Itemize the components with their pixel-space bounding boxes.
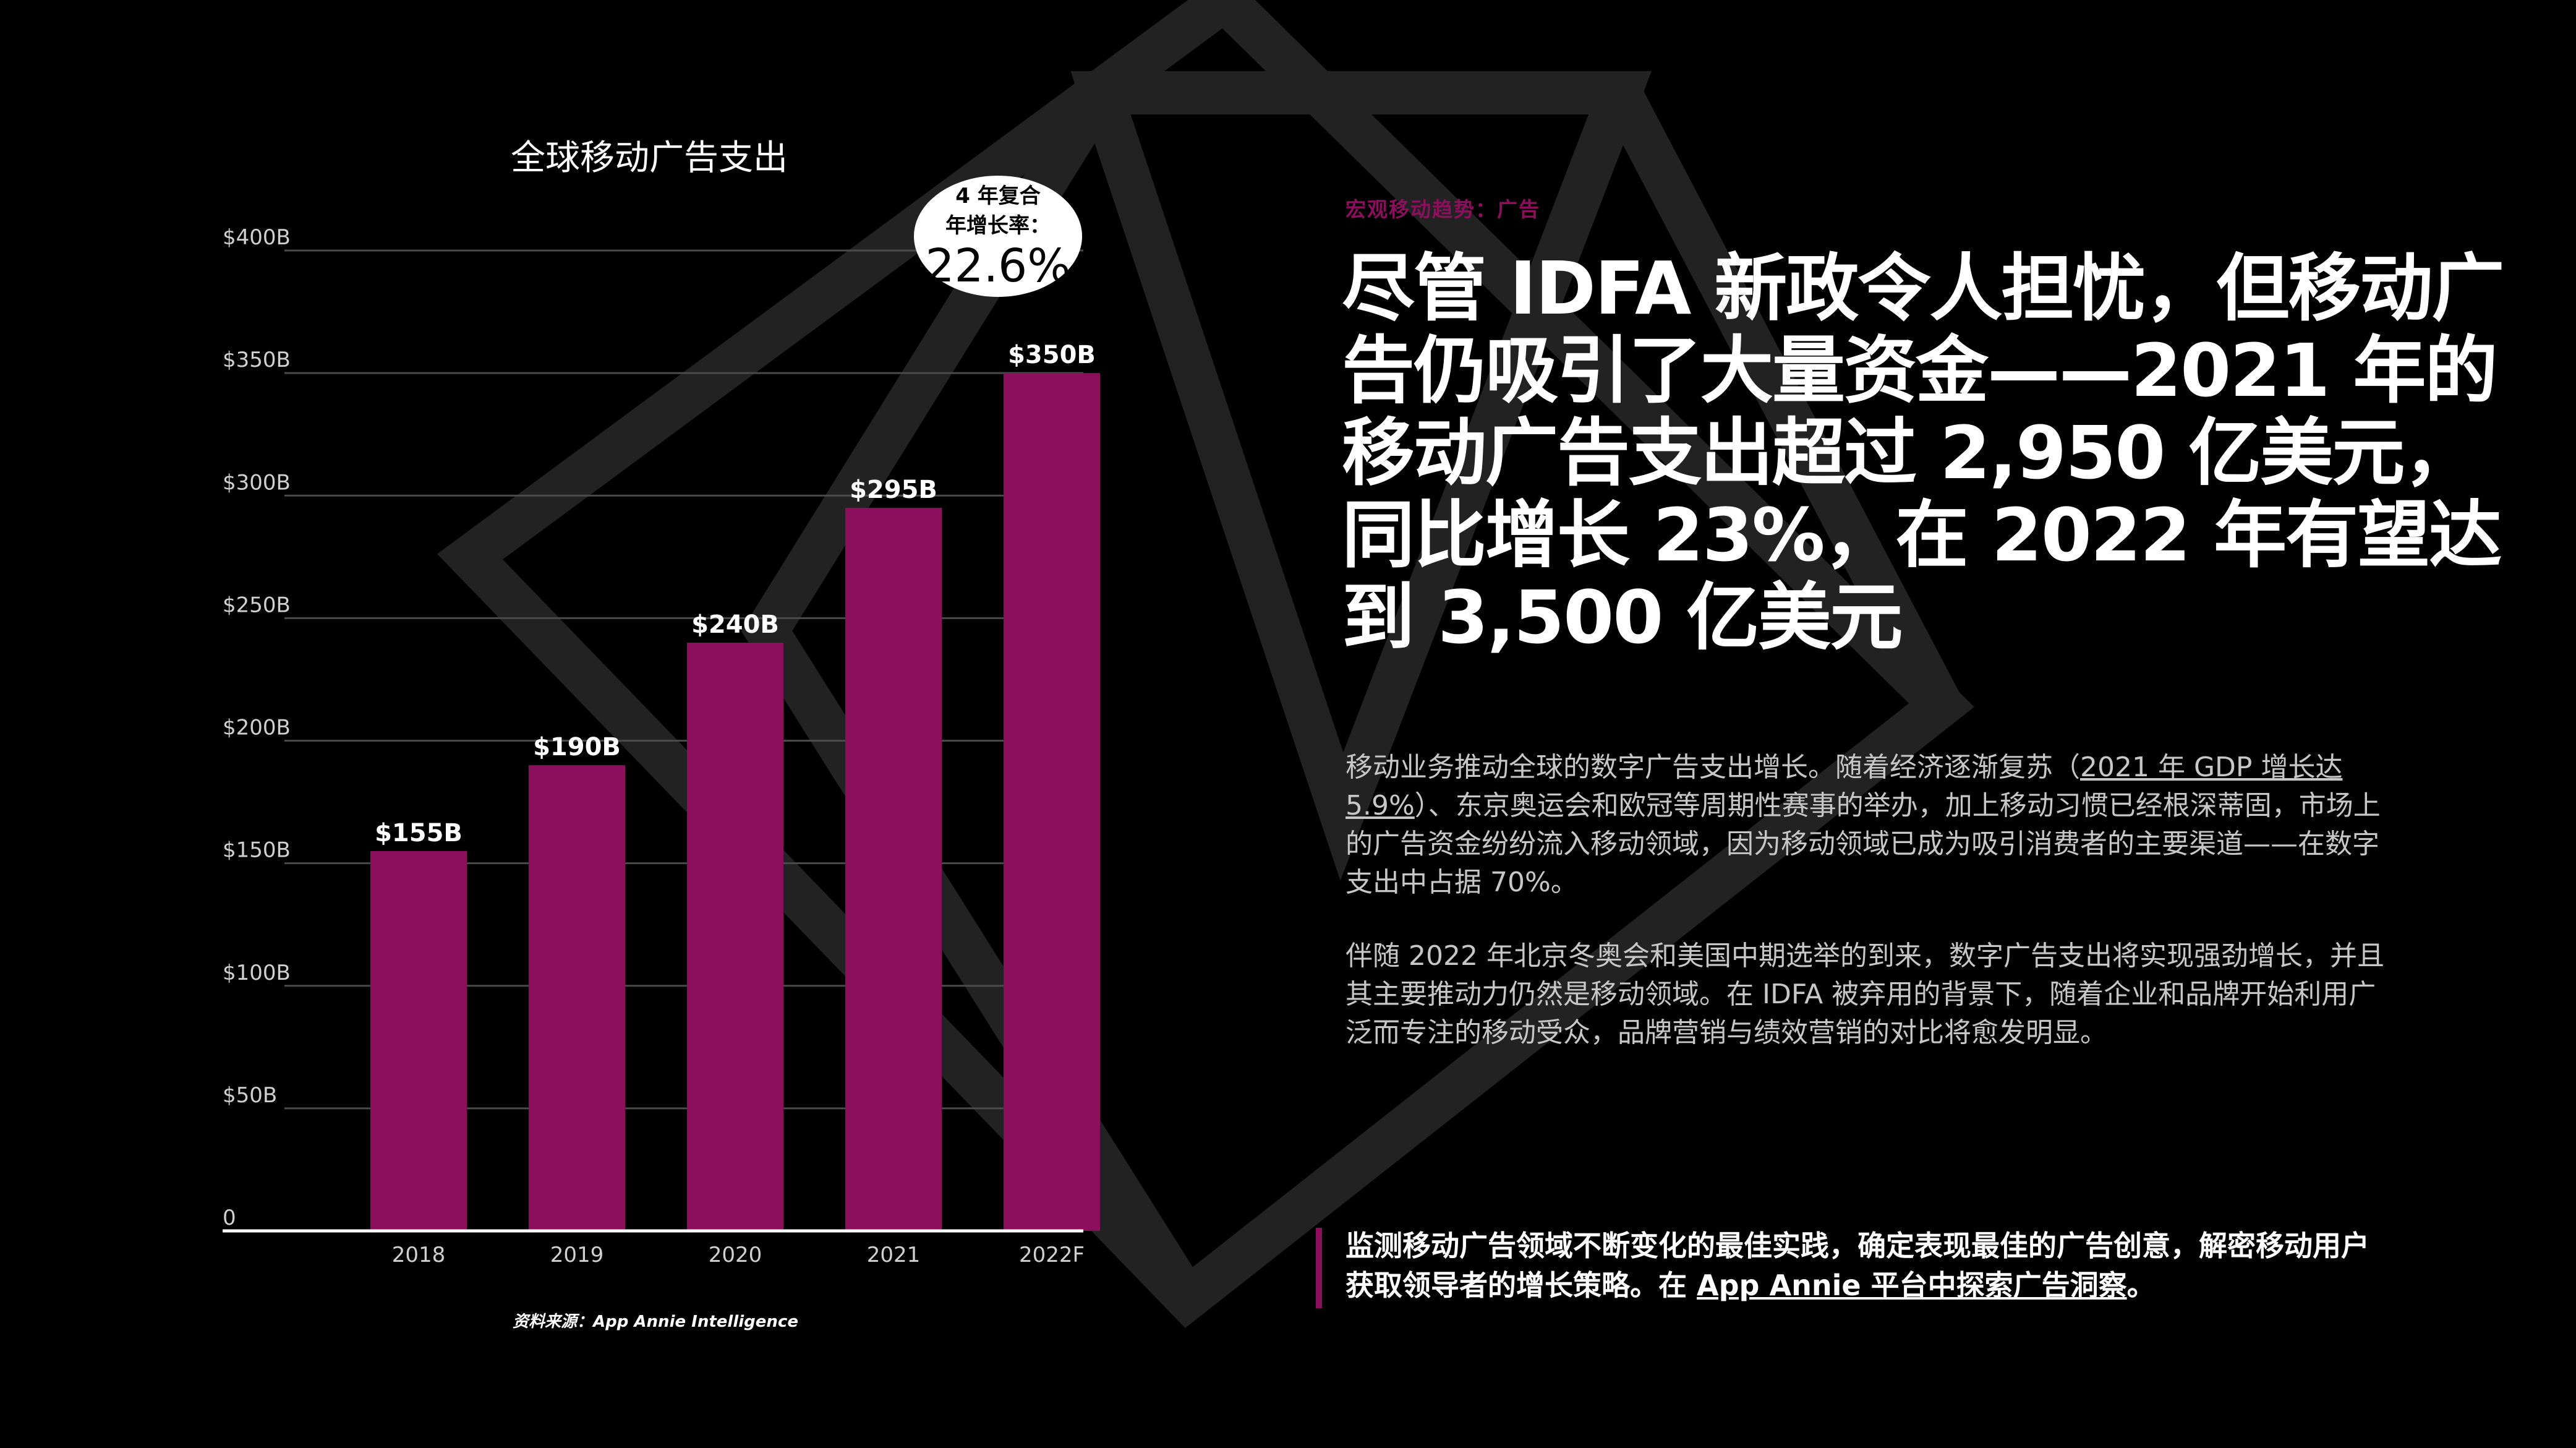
cagr-label-line2: 年增长率： [945,213,1051,238]
y-axis-tick-labels: 0 $50B $100B $150B $200B $250B $300B $350B $400B [223,225,291,1230]
bar-value-label: $350B [1008,341,1096,369]
x-tick-label: 2022F [1019,1243,1085,1267]
x-tick-label: 2019 [550,1243,604,1267]
y-tick-label: 0 [223,1206,236,1230]
x-tick-label: 2021 [867,1243,921,1267]
cta-end: 。 [2126,1269,2156,1302]
section-eyebrow: 宏观移动趋势：广告 [1346,197,1540,221]
y-tick-label: $300B [223,470,291,495]
x-tick-label: 2018 [392,1243,446,1267]
paragraph1-text-end: ）、东京奥运会和欧冠等周期性赛事的举办，加上移动习惯已经根深蒂固，市场上的广告资… [1346,790,2381,898]
bar-value-label: $295B [850,476,937,504]
x-axis-tick-labels: 2018 2019 2020 2021 2022F [392,1243,1085,1267]
bar [1004,373,1100,1231]
y-tick-label: $150B [223,838,291,863]
explore-ad-insights-link[interactable]: App Annie 平台中探索广告洞察 [1697,1269,2127,1302]
body-paragraph-2: 伴随 2022 年北京冬奥会和美国中期选举的到来，数字广告支出将实现强劲增长，并… [1346,940,2384,1048]
cagr-badge: 4 年复合 年增长率： 22.6% [914,176,1082,297]
y-tick-label: $400B [223,225,291,250]
cagr-label-line1: 4 年复合 [955,184,1041,208]
x-tick-label: 2020 [709,1243,762,1267]
body-paragraph-1: 移动业务推动全球的数字广告支出增长。随着经济逐渐复苏（2021 年 GDP 增长… [1346,748,2384,902]
chart-bars [370,373,1100,1231]
bar [370,850,467,1231]
y-tick-label: $200B [223,716,291,740]
y-tick-label: $50B [223,1083,277,1108]
bar [845,508,942,1231]
headline: 尽管 IDFA 新政令人担忧，但移动广告仍吸引了大量资金——2021 年的移动广… [1342,246,2504,660]
y-tick-label: $100B [223,961,291,985]
bar-value-label: $190B [533,733,621,761]
chart-title: 全球移动广告支出 [511,138,788,178]
source-note: 资料来源：App Annie Intelligence [513,1313,798,1331]
cta-accent-bar [1316,1228,1322,1308]
bar-value-labels: $155B $190B $240B $295B $350B [375,341,1096,847]
cta-text: 监测移动广告领域不断变化的最佳实践，确定表现最佳的广告创意，解密移动用户获取领导… [1346,1229,2369,1302]
y-tick-label: $350B [223,348,291,372]
bar-value-label: $240B [691,610,779,639]
bar [529,765,625,1231]
bar [687,643,783,1231]
y-tick-label: $250B [223,593,291,617]
cta-callout: 监测移动广告领域不断变化的最佳实践，确定表现最佳的广告创意，解密移动用户获取领导… [1346,1226,2384,1305]
bar-value-label: $155B [375,819,463,847]
paragraph1-text-start: 移动业务推动全球的数字广告支出增长。随着经济逐渐复苏（ [1346,752,2080,783]
cagr-value: 22.6% [925,239,1071,293]
gdp-growth-link[interactable]: 2021 年 GDP 增长达 5.9% [1346,752,2343,821]
